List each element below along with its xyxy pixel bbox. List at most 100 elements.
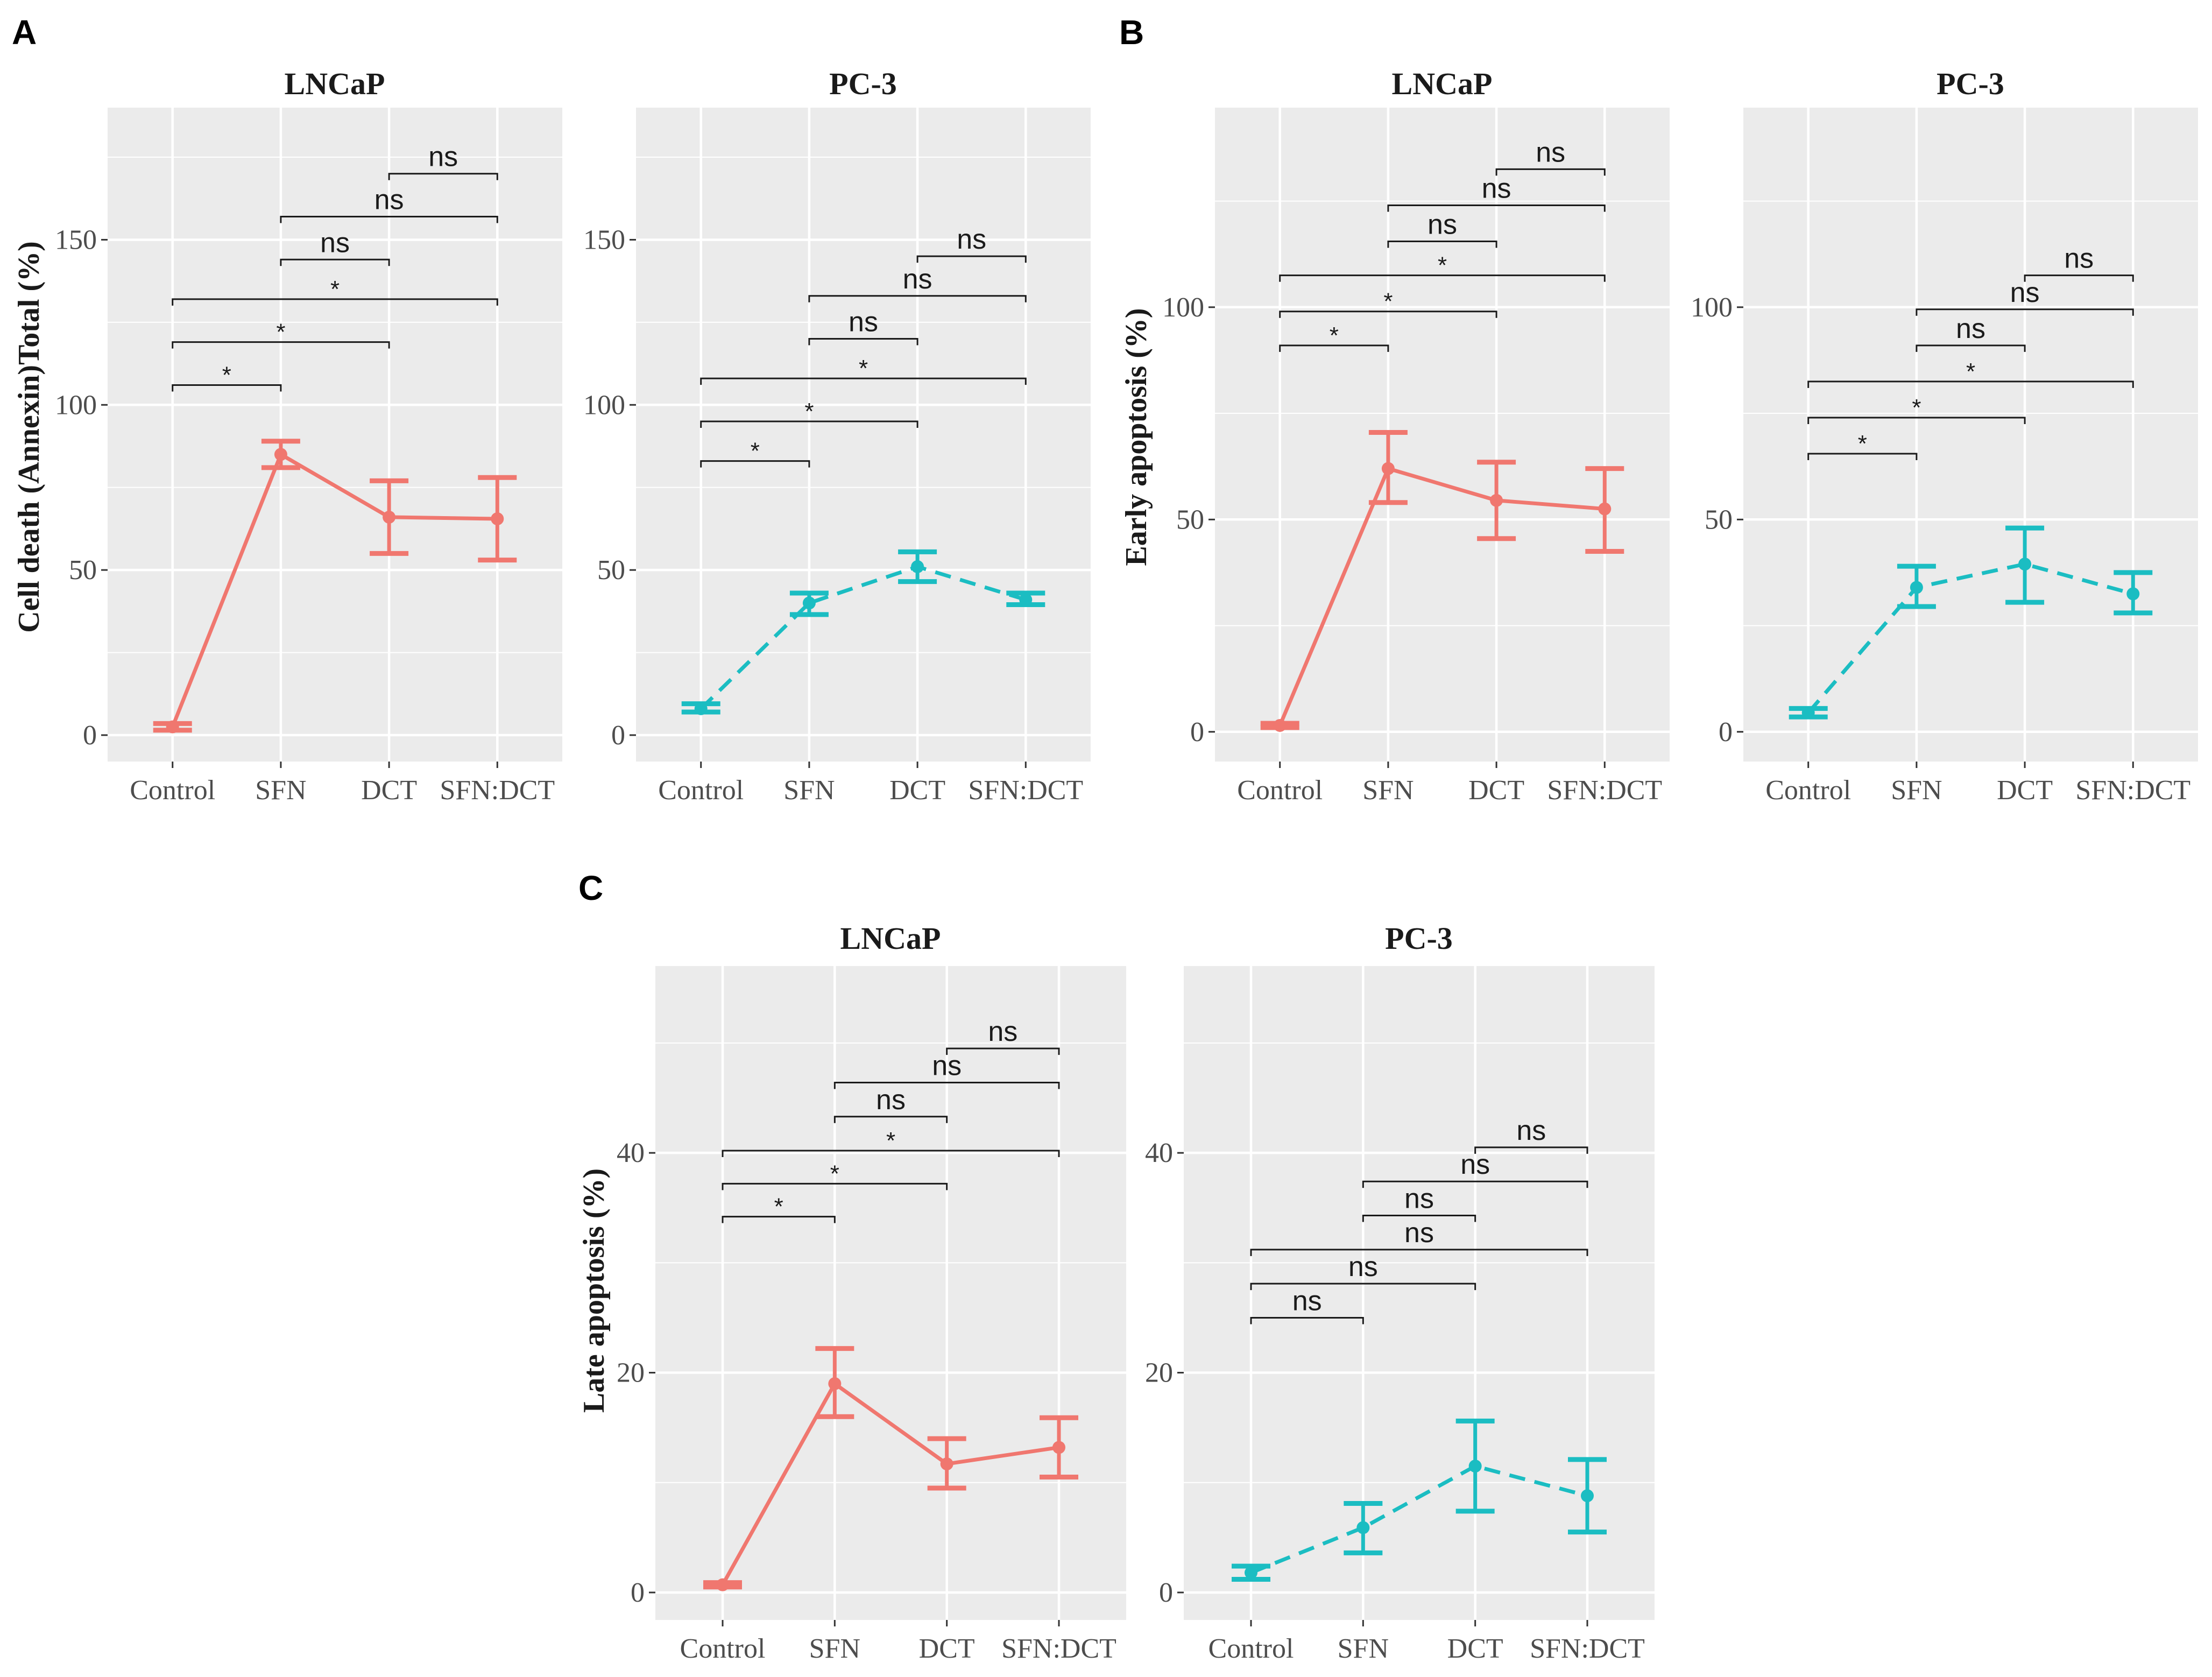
- x-tick-label: SFN:DCT: [1547, 775, 1662, 806]
- data-point: [1381, 462, 1395, 475]
- facet-title: PC-3: [829, 66, 897, 101]
- y-axis-title-a: Cell death (Annexin)Total (%): [12, 241, 46, 633]
- x-tick-label: SFN: [809, 1633, 860, 1664]
- significance-bracket: [172, 384, 282, 392]
- plot-background: [1215, 108, 1670, 762]
- significance-bracket: [808, 338, 918, 346]
- y-tick-label: 0: [1190, 717, 1204, 748]
- significance-label: ns: [1516, 1115, 1546, 1146]
- significance-label: *: [751, 438, 760, 464]
- significance-bracket: [700, 420, 918, 428]
- significance-bracket: [1279, 274, 1606, 282]
- data-point: [828, 1377, 842, 1390]
- significance-label: *: [1912, 394, 1921, 421]
- significance-bracket: [833, 1116, 948, 1123]
- y-tick-label: 100: [55, 390, 97, 420]
- significance-bracket: [1387, 241, 1497, 248]
- significance-label: ns: [1404, 1217, 1434, 1249]
- significance-bracket: [388, 173, 498, 180]
- facet-title: PC-3: [1937, 66, 2004, 101]
- x-tick-label: Control: [1237, 775, 1323, 806]
- significance-label: ns: [1404, 1183, 1434, 1215]
- significance-bracket: [280, 258, 390, 266]
- x-tick-label: Control: [130, 775, 215, 806]
- data-point: [911, 560, 924, 573]
- significance-bracket: [1807, 417, 2026, 424]
- significance-label: ns: [1956, 313, 1985, 344]
- series-line: [1807, 562, 2134, 714]
- facet-title: LNCaP: [1392, 66, 1493, 101]
- panel-letter-a: A: [12, 13, 37, 52]
- significance-label: ns: [1292, 1285, 1322, 1316]
- data-point: [1598, 502, 1612, 516]
- data-point: [1581, 1489, 1594, 1503]
- y-tick-label: 150: [55, 224, 97, 255]
- significance-bracket: [1807, 381, 2134, 388]
- y-axis-title-c: Late apoptosis (%): [577, 1168, 611, 1413]
- significance-bracket: [2024, 274, 2134, 282]
- series-line: [1250, 1464, 1588, 1575]
- significance-bracket: [172, 341, 390, 349]
- data-point: [1052, 1441, 1065, 1454]
- y-tick-label: 50: [69, 555, 97, 586]
- significance-bracket: [722, 1216, 836, 1223]
- y-tick-label: 50: [1176, 504, 1204, 535]
- significance-label: *: [1858, 431, 1867, 457]
- data-point: [694, 702, 708, 715]
- significance-bracket: [1362, 1180, 1588, 1188]
- data-point: [383, 510, 396, 524]
- significance-label: *: [1383, 288, 1393, 315]
- significance-label: *: [330, 276, 340, 302]
- x-tick-label: SFN: [1891, 775, 1942, 806]
- y-tick-label: 50: [597, 555, 625, 586]
- significance-bracket: [700, 460, 810, 468]
- significance-bracket: [1279, 311, 1497, 318]
- significance-bracket: [1387, 204, 1606, 212]
- significance-label: ns: [1427, 209, 1457, 241]
- y-tick-label: 20: [1145, 1358, 1173, 1389]
- data-point: [802, 596, 816, 610]
- y-tick-label: 20: [617, 1358, 645, 1389]
- significance-label: ns: [903, 264, 932, 295]
- significance-label: *: [1438, 252, 1447, 279]
- significance-label: *: [774, 1194, 783, 1220]
- y-tick-label: 40: [1145, 1138, 1173, 1168]
- significance-label: ns: [988, 1016, 1017, 1047]
- significance-label: ns: [374, 185, 404, 216]
- y-tick-label: 150: [583, 224, 625, 255]
- significance-bracket: [1279, 344, 1389, 352]
- significance-bracket: [1250, 1316, 1364, 1324]
- significance-bracket: [946, 1047, 1060, 1055]
- y-tick-label: 100: [583, 390, 625, 420]
- y-tick-label: 40: [617, 1138, 645, 1168]
- significance-label: ns: [1348, 1251, 1378, 1283]
- plot-background: [1743, 108, 2198, 762]
- significance-bracket: [1250, 1249, 1588, 1256]
- y-axis-title-b: Early apoptosis (%): [1120, 308, 1153, 566]
- data-point: [1245, 1566, 1257, 1580]
- x-tick-label: SFN: [1338, 1633, 1389, 1664]
- x-tick-label: Control: [680, 1633, 766, 1664]
- significance-label: *: [830, 1160, 839, 1187]
- series-line: [171, 452, 498, 728]
- significance-label: *: [886, 1128, 895, 1154]
- series-line: [720, 1382, 1059, 1586]
- y-tick-label: 0: [631, 1577, 645, 1608]
- x-tick-label: SFN:DCT: [968, 775, 1083, 806]
- x-tick-label: SFN:DCT: [1001, 1633, 1116, 1664]
- x-tick-label: DCT: [1997, 775, 2053, 806]
- significance-bracket: [700, 377, 1027, 385]
- significance-bracket: [916, 255, 1027, 263]
- significance-bracket: [280, 216, 498, 223]
- significance-label: ns: [2064, 243, 2094, 274]
- significance-bracket: [722, 1150, 1060, 1158]
- y-tick-label: 100: [1162, 292, 1204, 323]
- data-point: [1910, 581, 1923, 594]
- significance-bracket: [1916, 308, 2134, 316]
- y-tick-label: 0: [611, 720, 625, 751]
- facet-title: PC-3: [1385, 921, 1453, 956]
- x-tick-label: DCT: [1447, 1633, 1503, 1664]
